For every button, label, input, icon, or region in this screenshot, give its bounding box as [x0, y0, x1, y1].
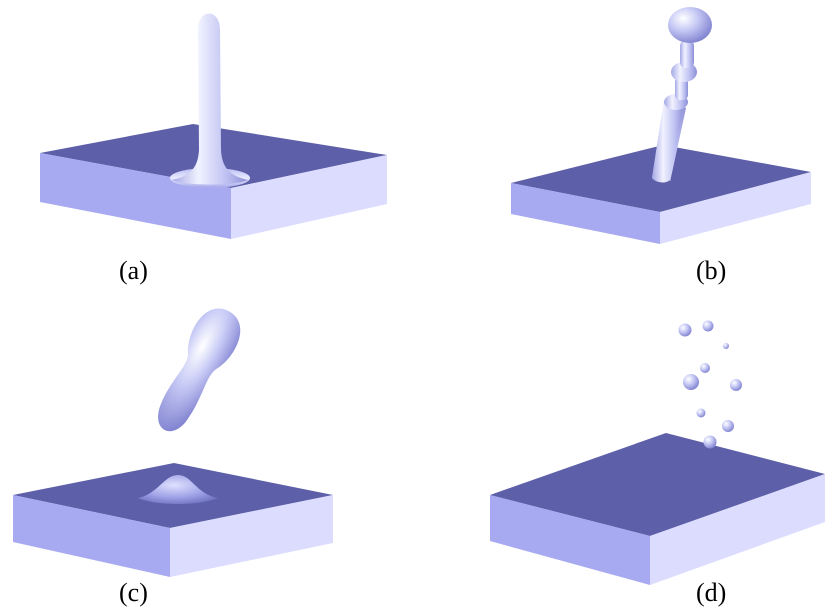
- droplet: [683, 374, 699, 390]
- plate-c-front: [13, 495, 170, 577]
- drop-body-c: [158, 308, 241, 432]
- panel-d: (d): [490, 320, 825, 607]
- droplets-d: [678, 320, 742, 449]
- plate-c-side: [170, 495, 333, 577]
- panel-b: (b): [511, 7, 811, 285]
- droplet: [703, 435, 717, 449]
- panel-c-label: (c): [119, 578, 148, 607]
- jet-neck-b-1: [675, 76, 688, 100]
- droplet: [696, 408, 706, 418]
- plate-a-side: [231, 155, 387, 239]
- panel-b-label: (b): [696, 256, 726, 285]
- droplet: [678, 323, 692, 337]
- droplet: [722, 420, 734, 432]
- plate-d-front: [490, 495, 650, 585]
- plate-d: [490, 433, 825, 585]
- plate-d-side: [650, 474, 825, 585]
- plate-b-side: [660, 172, 811, 244]
- jet-stem-b-lower: [652, 100, 684, 183]
- residual-bump-c: [138, 475, 218, 504]
- plate-b-front: [511, 183, 660, 244]
- panel-c: (c): [13, 308, 333, 607]
- detached-drop-c: [158, 308, 241, 432]
- bump-c: [138, 475, 218, 504]
- droplet: [700, 363, 710, 373]
- plate-a-front: [40, 153, 231, 239]
- droplet: [730, 379, 742, 391]
- jet-body-a: [172, 13, 248, 185]
- panel-d-label: (d): [696, 578, 726, 607]
- plate-d-top: [490, 433, 825, 536]
- jet-column-a: [170, 13, 250, 188]
- jet-column-b: [652, 7, 712, 183]
- droplet: [723, 343, 729, 349]
- plate-c: [13, 463, 333, 577]
- panel-a: (a): [40, 13, 387, 285]
- droplet: [702, 320, 714, 332]
- jet-head-b: [668, 7, 712, 43]
- panel-a-label: (a): [119, 256, 148, 285]
- jet-neck-b-2: [680, 40, 694, 68]
